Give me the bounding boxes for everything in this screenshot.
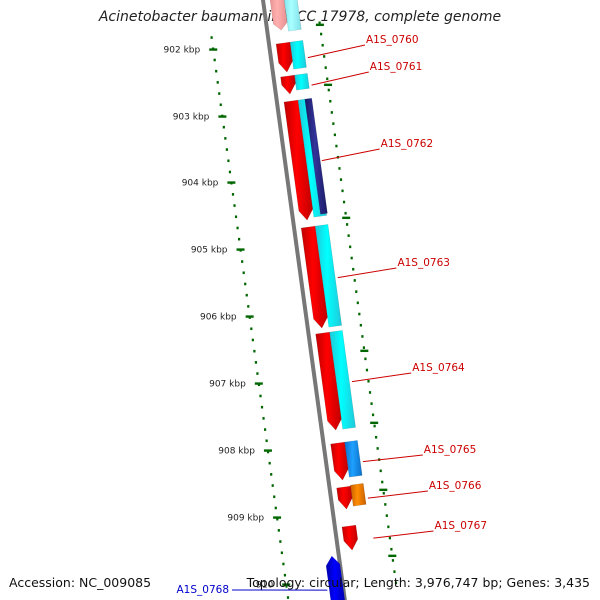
- scale-tick-label: 910: [256, 581, 273, 591]
- genome-summary-text: Topology: circular; Length: 3,976,747 bp…: [246, 575, 590, 590]
- scale-tick-label: 903 kbp: [173, 113, 210, 123]
- gene-leader-line: [351, 372, 412, 383]
- gene-label: A1S_0764: [412, 362, 465, 374]
- gene-leader-line: [337, 267, 397, 279]
- gene-arrow-A1S_0768: [326, 555, 345, 600]
- gene-leader-line: [362, 454, 423, 463]
- cds-block-A1S_0760: [289, 40, 307, 70]
- gene-arrow-partial: [269, 0, 288, 31]
- scale-tick-label: 906 kbp: [200, 313, 237, 323]
- scale-tick-label: 909 kbp: [227, 514, 264, 524]
- cds-block-A1S_0764: [329, 330, 356, 430]
- scale-tick-label: 902 kbp: [164, 46, 201, 56]
- gene-arrow-A1S_0767: [341, 524, 359, 551]
- gene-label: A1S_0766: [429, 480, 482, 492]
- genome-backbone: [260, 0, 347, 600]
- gene-label: A1S_0768: [177, 584, 230, 596]
- cds-block-A1S_0766: [350, 483, 367, 507]
- cds-block-partial: [283, 0, 302, 32]
- gene-leader-line: [307, 44, 366, 59]
- gene-arrow-A1S_0766: [336, 485, 353, 510]
- cds-block-A1S_0761: [294, 73, 310, 91]
- map-title: Acinetobacter baumannii ATCC 17978, comp…: [98, 9, 502, 25]
- cds-sub-block: [304, 97, 328, 215]
- gene-arrow-A1S_0763: [300, 225, 328, 329]
- gene-leader-line: [311, 71, 369, 86]
- gene-label: A1S_0763: [397, 257, 450, 269]
- accession-text: Accession: NC_009085: [9, 575, 152, 590]
- gene-arrow-A1S_0761: [280, 74, 296, 95]
- gene-label: A1S_0765: [424, 444, 477, 456]
- scale-tick-label: 905 kbp: [191, 246, 228, 256]
- gene-leader-line: [321, 148, 380, 162]
- label-layer: A1S_0760 A1S_0761 A1S_0762 A1S_0763 A1S_0764…: [177, 34, 488, 596]
- feature-layer: [269, 0, 367, 600]
- scale-tick-label: 908 kbp: [218, 447, 255, 457]
- backbone-layer: [260, 0, 347, 600]
- gene-arrow-A1S_0760: [275, 41, 293, 73]
- cds-block-A1S_0763: [314, 224, 343, 328]
- scale-tick-label: 904 kbp: [182, 179, 219, 189]
- scale-tick-label: 907 kbp: [209, 380, 246, 390]
- gene-leader-line: [373, 530, 434, 539]
- gene-label: A1S_0762: [381, 138, 434, 150]
- scale-layer: 902 kbp 903 kbp 904 kbp 905 kbp 906 kbp 907 k…: [164, 21, 398, 599]
- gene-label: A1S_0760: [366, 34, 419, 46]
- gene-arrow-A1S_0762: [283, 99, 314, 221]
- gene-label: A1S_0767: [435, 520, 488, 532]
- gene-label: A1S_0761: [370, 61, 423, 73]
- gene-arrow-A1S_0765: [330, 441, 349, 481]
- gene-arrow-A1S_0764: [315, 331, 342, 431]
- gene-leader-line: [367, 490, 428, 499]
